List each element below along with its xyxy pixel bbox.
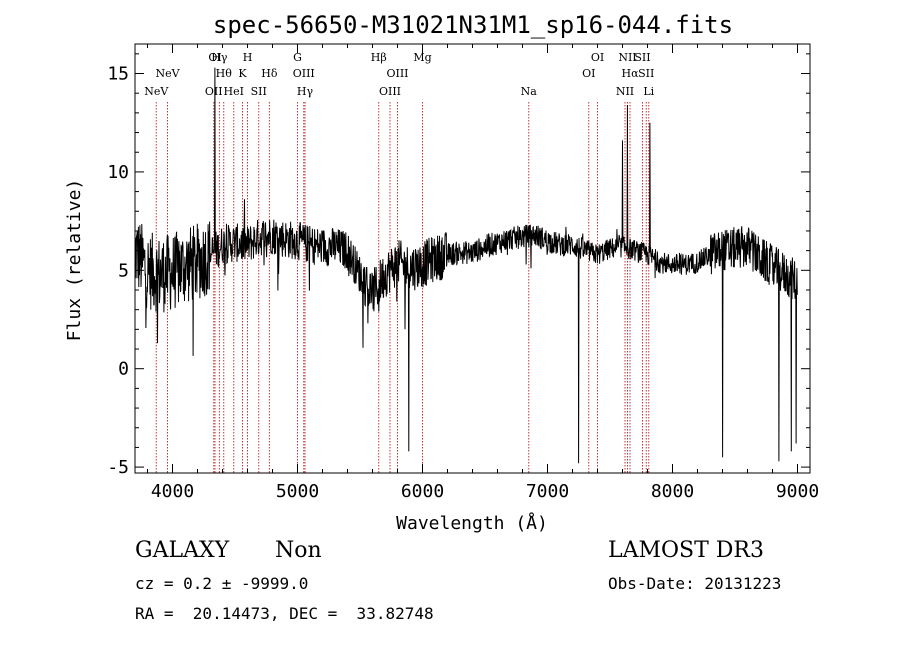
emission-line-label: Hγ [297, 85, 314, 98]
emission-line-label: OI [208, 51, 221, 64]
spectrum-trace [134, 67, 798, 464]
emission-line-label: SII [251, 85, 267, 98]
x-axis-label: Wavelength (Å) [396, 512, 548, 534]
y-axis: -5 0 5 10 15 [107, 53, 810, 478]
x-tick-label: 4000 [151, 481, 194, 502]
emission-line-label: NII [618, 51, 636, 64]
x-tick-label: 9000 [776, 481, 819, 502]
emission-line-label: G [293, 51, 302, 64]
emission-line-label: Hθ [216, 67, 233, 80]
x-axis: 4000 5000 6000 7000 8000 9000 [147, 44, 819, 502]
survey-name: LAMOST DR3 [608, 538, 764, 563]
emission-line-label: Mg [413, 51, 431, 64]
y-axis-label: Flux (relative) [64, 179, 85, 342]
emission-line-label: OIII [379, 85, 401, 98]
y-tick-label: -5 [107, 457, 129, 478]
emission-line-label: Hα [621, 67, 639, 80]
emission-line-markers [155, 102, 650, 473]
y-tick-label: 0 [118, 359, 129, 380]
emission-line-label: OIII [386, 67, 408, 80]
emission-line-label: OI [591, 51, 604, 64]
emission-line-label: H [243, 51, 253, 64]
x-tick-label: 6000 [401, 481, 444, 502]
emission-line-label: Na [521, 85, 538, 98]
ra-dec: RA = 20.14473, DEC = 33.82748 [135, 604, 434, 623]
emission-line-labels: NeVNeVOIIOIHγHθHeIKHSIIHδGOIIIHγHβOIIIOI… [144, 51, 654, 98]
x-tick-label: 8000 [651, 481, 694, 502]
emission-line-label: OII [205, 85, 223, 98]
emission-line-label: NII [616, 85, 634, 98]
emission-line-label: HeI [224, 85, 244, 98]
emission-line-label: SII [638, 67, 654, 80]
x-tick-label: 5000 [276, 481, 319, 502]
chart-title: spec-56650-M31021N31M1_sp16-044.fits [213, 11, 733, 39]
object-subclass: Non [275, 538, 322, 563]
emission-line-label: NeV [144, 85, 169, 98]
emission-line-label: SII [634, 51, 650, 64]
x-tick-label: 7000 [526, 481, 569, 502]
y-tick-label: 5 [118, 260, 129, 281]
emission-line-label: Hβ [371, 51, 387, 64]
y-tick-label: 15 [107, 64, 129, 85]
emission-line-label: Li [643, 85, 654, 98]
redshift-cz: cz = 0.2 ± -9999.0 [135, 574, 309, 593]
emission-line-label: K [238, 67, 247, 80]
emission-line-label: NeV [155, 67, 180, 80]
observation-date: Obs-Date: 20131223 [608, 574, 782, 593]
emission-line-label: OI [582, 67, 595, 80]
y-tick-label: 10 [107, 162, 129, 183]
object-class: GALAXY [135, 538, 230, 563]
emission-line-label: Hδ [261, 67, 278, 80]
emission-line-label: Hγ [211, 51, 228, 64]
emission-line-label: OIII [293, 67, 315, 80]
